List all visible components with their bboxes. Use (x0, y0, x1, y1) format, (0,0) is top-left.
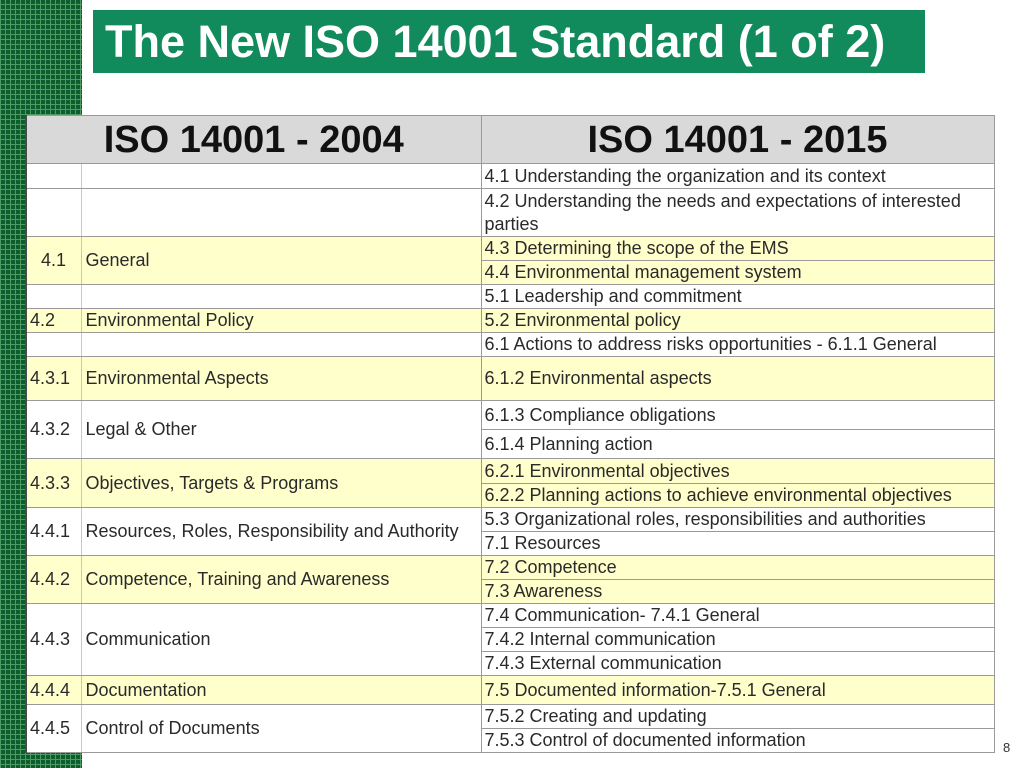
clause-2004-title: General (80, 236, 482, 285)
table-row: 4.4.3 Communication 7.4 Communication- 7… (25, 603, 995, 676)
table-row: 7.3 Awareness (26, 579, 995, 604)
table-row: 4.4.1 Resources, Roles, Responsibility a… (25, 507, 995, 556)
clause-2015: 7.1 Resources (480, 531, 995, 556)
empty-cell (25, 188, 82, 237)
clause-2004-title: Communication (80, 603, 482, 676)
clause-2015: 7.4.2 Internal communication (480, 627, 995, 652)
clause-2015: 6.2.2 Planning actions to achieve enviro… (480, 483, 995, 508)
empty-cell (80, 188, 482, 237)
empty-cell (25, 332, 82, 357)
clause-2015: 4.3 Determining the scope of the EMS (480, 236, 995, 261)
table-header-row: ISO 14001 - 2004 ISO 14001 - 2015 (25, 115, 995, 164)
clause-2015: 7.4.3 External communication (480, 651, 995, 676)
clause-2015: 4.1 Understanding the organization and i… (480, 163, 995, 189)
title-bar: The New ISO 14001 Standard (1 of 2) (93, 10, 925, 73)
table-row: 6.1.4 Planning action (26, 429, 995, 459)
clause-2004-number: 4.3.1 (25, 356, 82, 401)
clause-2015: 7.5.2 Creating and updating (480, 704, 995, 729)
clause-2004-title: Environmental Aspects (80, 356, 482, 401)
clause-2015: 6.2.1 Environmental objectives (480, 458, 995, 484)
clause-2004-title: Objectives, Targets & Programs (80, 458, 482, 508)
empty-cell (80, 163, 482, 189)
empty-cell (80, 332, 482, 357)
clause-2004-number: 4.3.2 (25, 400, 82, 459)
clause-2015: 6.1 Actions to address risks opportuniti… (480, 332, 995, 357)
table-row: 5.1 Leadership and commitment (25, 284, 995, 309)
table-row: 7.4.2 Internal communication (26, 627, 995, 652)
clause-2015: 5.1 Leadership and commitment (480, 284, 995, 309)
clause-2015: 7.3 Awareness (480, 579, 995, 604)
header-iso-2004: ISO 14001 - 2004 (25, 115, 482, 164)
table-row: 4.3.2 Legal & Other 6.1.3 Compliance obl… (25, 400, 995, 459)
table-row: 4.3.3 Objectives, Targets & Programs 6.2… (25, 458, 995, 508)
clause-2004-title: Control of Documents (80, 704, 482, 753)
clause-2004-title: Resources, Roles, Responsibility and Aut… (80, 507, 482, 556)
clause-2004-number: 4.3.3 (25, 458, 82, 508)
clause-2004-title: Documentation (80, 675, 482, 705)
clause-2015: 7.4 Communication- 7.4.1 General (480, 603, 995, 628)
clause-2015: 4.4 Environmental management system (480, 260, 995, 285)
clause-2004-number: 4.4.4 (25, 675, 82, 705)
clause-2015: 6.1.4 Planning action (480, 429, 995, 459)
clause-2015: 7.5 Documented information-7.5.1 General (480, 675, 995, 705)
comparison-table: ISO 14001 - 2004 ISO 14001 - 2015 4.1 Un… (25, 115, 995, 753)
empty-cell (25, 163, 82, 189)
page-number: 8 (1003, 740, 1011, 755)
clause-2015: 5.2 Environmental policy (480, 308, 995, 333)
table-row: 4.2 Understanding the needs and expectat… (25, 188, 995, 237)
table-row: 4.3.1 Environmental Aspects 6.1.2 Enviro… (25, 356, 995, 401)
clause-2015: 6.1.3 Compliance obligations (480, 400, 995, 430)
table-row: 7.1 Resources (26, 531, 995, 556)
table-row: 4.4.4 Documentation 7.5 Documented infor… (25, 675, 995, 705)
clause-2015: 7.5.3 Control of documented information (480, 728, 995, 753)
clause-2004-number: 4.2 (25, 308, 82, 333)
clause-2004-number: 4.4.3 (25, 603, 82, 676)
table-row: 6.1 Actions to address risks opportuniti… (25, 332, 995, 357)
table-row: 4.4.5 Control of Documents 7.5.2 Creatin… (25, 704, 995, 753)
clause-2015: 7.2 Competence (480, 555, 995, 580)
table-row: 7.4.3 External communication (26, 651, 995, 676)
table-row: 4.4 Environmental management system (26, 260, 995, 285)
clause-2004-number: 4.4.5 (25, 704, 82, 753)
clause-2004-title: Competence, Training and Awareness (80, 555, 482, 604)
header-iso-2015: ISO 14001 - 2015 (480, 115, 995, 164)
table-row: 7.5.3 Control of documented information (26, 728, 995, 753)
clause-2015: 6.1.2 Environmental aspects (480, 356, 995, 401)
clause-2004-number: 4.1 (25, 236, 82, 285)
clause-2015: 5.3 Organizational roles, responsibiliti… (480, 507, 995, 532)
clause-2004-title: Legal & Other (80, 400, 482, 459)
table-row: 4.2 Environmental Policy 5.2 Environment… (25, 308, 995, 333)
table-row: 4.1 General 4.3 Determining the scope of… (25, 236, 995, 285)
slide-title: The New ISO 14001 Standard (1 of 2) (105, 16, 886, 67)
table-row: 4.4.2 Competence, Training and Awareness… (25, 555, 995, 604)
table-row: 6.2.2 Planning actions to achieve enviro… (26, 483, 995, 508)
clause-2004-number: 4.4.1 (25, 507, 82, 556)
clause-2015: 4.2 Understanding the needs and expectat… (480, 188, 995, 237)
clause-2004-title: Environmental Policy (80, 308, 482, 333)
table-row: 4.1 Understanding the organization and i… (25, 163, 995, 189)
clause-2004-number: 4.4.2 (25, 555, 82, 604)
empty-cell (25, 284, 82, 309)
empty-cell (80, 284, 482, 309)
